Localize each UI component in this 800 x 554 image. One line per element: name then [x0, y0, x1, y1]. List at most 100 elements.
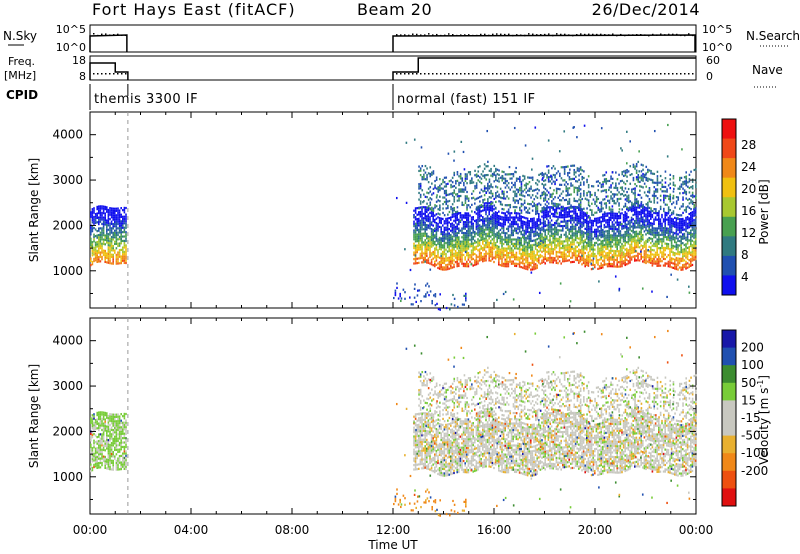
power-cell: [567, 200, 569, 203]
power-cell: [648, 258, 650, 262]
power-cell: [421, 241, 423, 244]
power-cell: [627, 229, 630, 232]
power-cell: [496, 231, 498, 234]
power-cell: [461, 247, 463, 250]
power-cell: [454, 225, 457, 229]
power-cell: [480, 214, 482, 217]
power-cell: [658, 233, 660, 237]
power-cell: [464, 216, 466, 219]
power-cell: [507, 218, 510, 222]
power-cell: [486, 221, 489, 224]
power-cell: [650, 215, 652, 218]
power-cell: [691, 250, 694, 253]
power-cell: [621, 208, 624, 211]
power-cell: [670, 237, 673, 240]
power-cell: [658, 240, 660, 243]
power-cell: [102, 218, 105, 221]
power-cell: [619, 230, 622, 233]
power-cell: [573, 221, 575, 224]
power-cell: [122, 209, 124, 212]
power-cell: [438, 236, 441, 239]
power-cell: [598, 238, 601, 241]
power-cell: [666, 236, 668, 239]
power-cell: [427, 235, 430, 238]
power-cell: [682, 253, 684, 256]
power-cell: [426, 191, 428, 194]
power-cell: [418, 228, 420, 231]
power-cell: [110, 249, 113, 252]
power-cell: [479, 207, 481, 210]
power-cell: [469, 232, 471, 235]
power-cell: [446, 217, 449, 220]
power-cell: [429, 225, 431, 228]
power-cell: [693, 256, 695, 259]
freq-label: Freq.: [8, 55, 35, 68]
power-cell: [512, 225, 514, 228]
power-cell: [510, 260, 513, 263]
power-cell: [693, 247, 695, 250]
power-cell: [125, 224, 127, 227]
power-cell: [579, 240, 582, 243]
power-cell: [539, 223, 542, 226]
power-cell: [656, 258, 658, 261]
power-cell: [96, 245, 98, 248]
power-cell: [440, 246, 442, 249]
power-cell: [91, 219, 94, 222]
power-cell: [552, 223, 554, 227]
power-cell: [512, 249, 514, 252]
power-cell: [517, 247, 519, 250]
power-cell: [466, 247, 468, 250]
power-cell: [605, 245, 607, 248]
power-cell: [464, 258, 466, 261]
power-cell: [586, 235, 588, 238]
power-cell: [421, 237, 423, 240]
power-cell: [523, 195, 526, 198]
power-cell: [613, 212, 615, 215]
power-cell: [123, 253, 126, 256]
power-cell: [552, 165, 555, 168]
power-cell: [646, 229, 649, 232]
power-cell: [690, 262, 692, 265]
power-cell: [114, 207, 116, 210]
power-cell: [531, 250, 534, 253]
power-cell: [482, 220, 484, 223]
power-cell: [112, 231, 114, 234]
power-cell: [587, 262, 590, 265]
power-cell: [512, 172, 515, 176]
power-cell: [495, 176, 497, 179]
power-cell: [677, 233, 679, 236]
power-cell: [419, 167, 422, 170]
power-cell: [571, 238, 574, 242]
power-cell: [632, 251, 634, 254]
power-cell: [568, 254, 570, 258]
power-cell: [494, 235, 497, 238]
power-cell: [576, 212, 578, 215]
power-cell: [592, 255, 594, 258]
power-cell: [118, 224, 121, 228]
power-cell: [581, 169, 584, 172]
power-cell: [597, 248, 599, 251]
power-cell: [483, 167, 486, 170]
power-cell: [630, 216, 633, 219]
power-cell: [493, 208, 495, 211]
power-cell: [530, 196, 532, 199]
power-cell: [478, 254, 481, 258]
power-cell: [650, 233, 652, 236]
power-cell: [570, 228, 572, 231]
power-cell: [653, 194, 656, 198]
power-cell: [421, 215, 423, 218]
power-cell: [520, 219, 522, 223]
power-cell: [528, 261, 530, 265]
power-cell: [450, 253, 452, 257]
nave-tick-high: 60: [706, 54, 720, 67]
power-cell: [101, 249, 103, 252]
power-cell: [527, 209, 529, 212]
power-cell: [606, 247, 609, 250]
power-cell: [445, 237, 447, 240]
power-cell: [93, 209, 95, 212]
power-cell: [574, 225, 577, 228]
power-cell: [691, 252, 694, 256]
power-cell: [490, 217, 492, 221]
power-cell: [680, 251, 682, 254]
power-cell: [613, 258, 615, 261]
